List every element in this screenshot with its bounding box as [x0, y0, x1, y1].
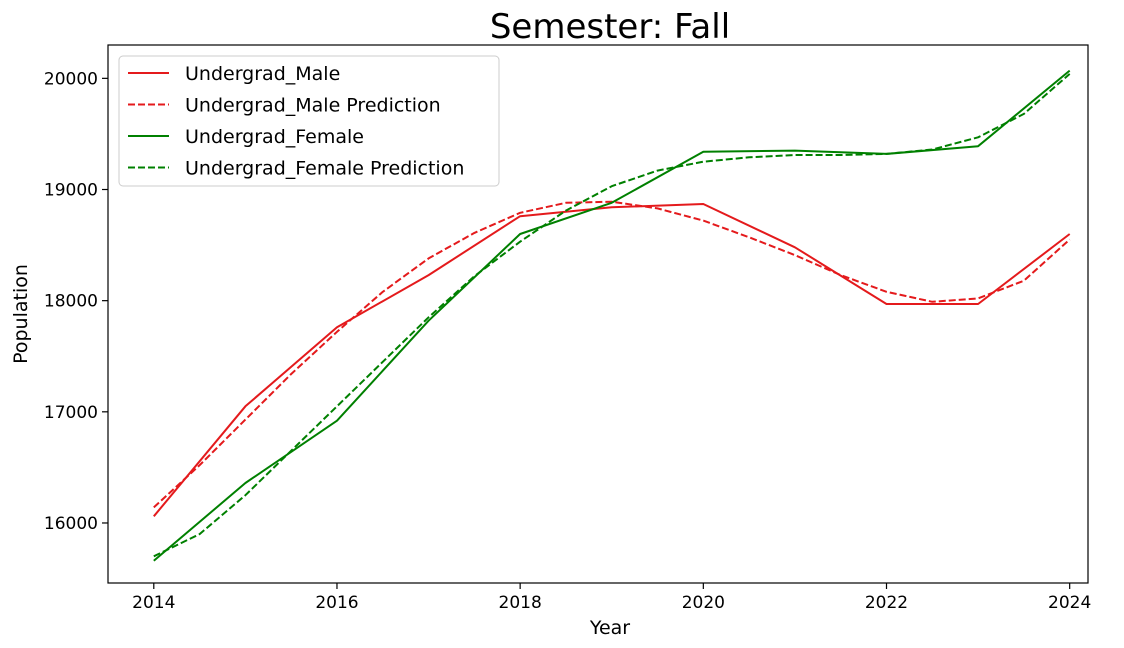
legend: Undergrad_Male Undergrad_Male Prediction U…: [118, 55, 500, 187]
legend-label: Undergrad_Female: [185, 126, 364, 148]
chart-title: Semester: Fall: [490, 7, 730, 47]
x-axis-label: Year: [589, 617, 630, 639]
x-tick-label: 2014: [132, 593, 175, 613]
legend-label: Undergrad_Male Prediction: [185, 95, 441, 117]
plot-area: [153, 69, 1071, 562]
series-line: [153, 200, 1071, 509]
x-tick-label: 2024: [1048, 593, 1091, 613]
plot-frame: [107, 44, 1089, 584]
x-tick-label: 2018: [499, 593, 542, 613]
legend-label: Undergrad_Male: [185, 63, 340, 85]
legend-label: Undergrad_Female Prediction: [185, 158, 464, 180]
legend-box: [118, 55, 500, 187]
x-tick-label: 2020: [682, 593, 725, 613]
x-tick-label: 2022: [865, 593, 908, 613]
x-axis: 2014 2016 2018 2020 2022 2024: [132, 583, 1091, 613]
x-tick-label: 2016: [315, 593, 358, 613]
y-axis-label: Population: [10, 264, 32, 364]
series-line: [153, 203, 1071, 517]
y-axis: 16000 17000 18000 19000 20000: [44, 69, 108, 534]
y-tick-label: 19000: [44, 181, 98, 201]
y-tick-label: 18000: [44, 292, 98, 312]
y-tick-label: 16000: [44, 514, 98, 534]
series-line: [153, 73, 1071, 558]
y-tick-label: 20000: [44, 69, 98, 89]
y-tick-label: 17000: [44, 403, 98, 423]
